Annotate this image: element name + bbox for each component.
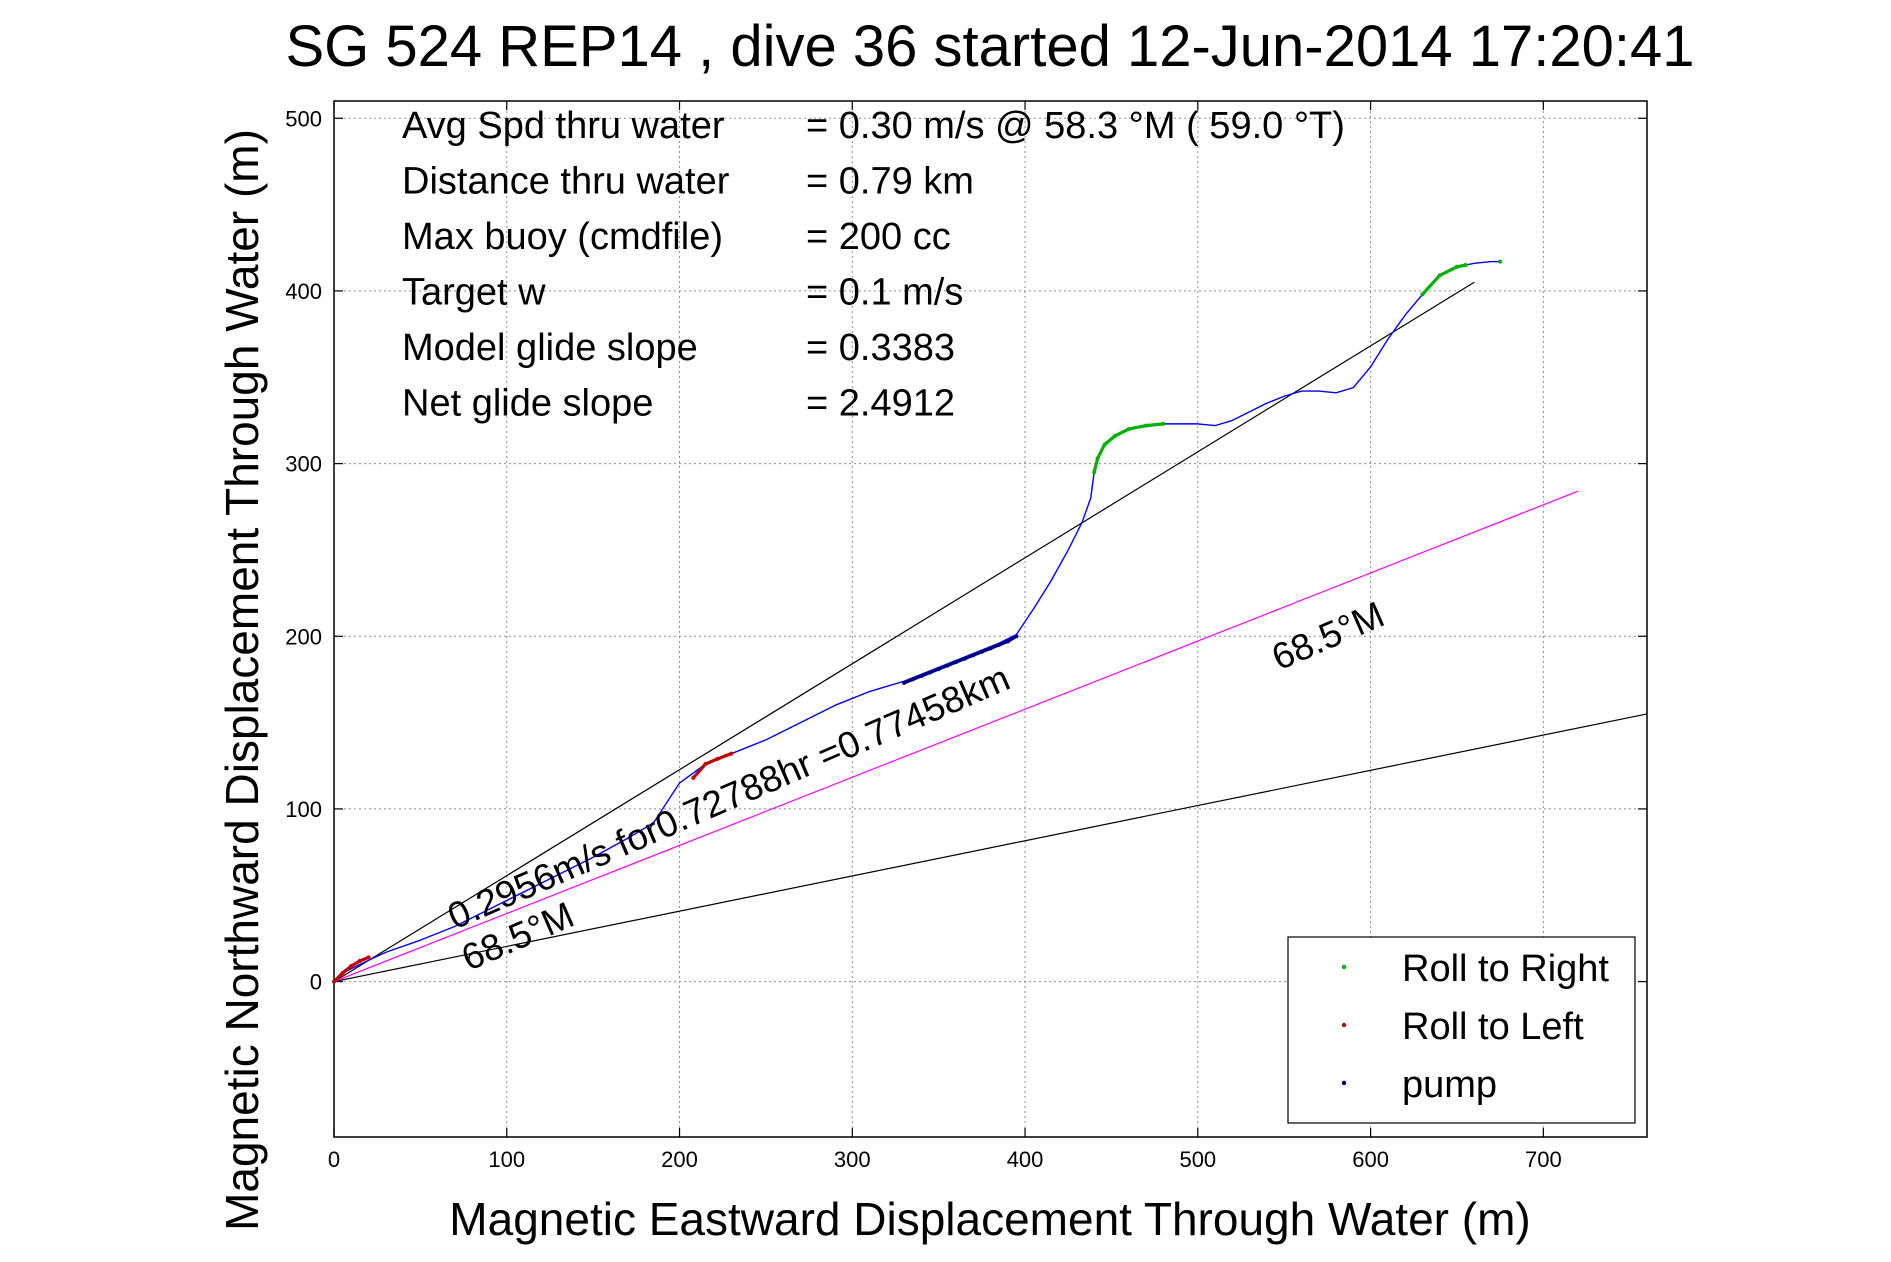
roll-right-point [1454,264,1459,269]
stat-label: Avg Spd thru water [402,105,725,147]
roll-left-point [349,964,354,969]
y-tick-label: 300 [285,452,322,477]
roll-right-point [1437,273,1442,278]
roll-right-point [1463,263,1468,268]
roll-right-point [1161,421,1166,426]
roll-left-point [366,955,371,960]
roll-right-point [1112,433,1117,438]
roll-left-point [357,958,362,963]
axis-ticks: 0 100 200 300 400 500 600 700 0 100 200 300 400 500 [285,101,1647,1172]
stat-label: Net glide slope [402,383,653,425]
pump-point [928,670,933,675]
pump-point [1005,639,1010,644]
y-axis-label: Magnetic Northward Displacement Through … [216,129,268,1231]
x-tick-label: 700 [1525,1147,1562,1172]
x-tick-label: 400 [1007,1147,1044,1172]
event-markers [332,259,1503,984]
x-tick-label: 0 [328,1147,340,1172]
reference-lines [333,281,1648,983]
stat-value: = 0.1 m/s [806,272,963,314]
y-tick-label: 400 [285,279,322,304]
legend-marker [1341,1080,1347,1086]
roll-left-point [703,762,708,767]
x-axis-label: Magnetic Eastward Displacement Through W… [449,1193,1530,1245]
legend-label: pump [1402,1064,1497,1106]
roll-left-point [729,751,734,756]
y-tick-label: 200 [285,624,322,649]
roll-right-segment [1420,263,1468,296]
pump-point [971,653,976,658]
stat-label: Model glide slope [402,327,698,369]
roll-left-point [340,970,345,975]
stat-value: = 200 cc [806,216,951,258]
pump-point [997,642,1002,647]
pump-point [988,646,993,651]
pump-point [910,677,915,682]
pump-point [1014,634,1019,639]
reference-line [333,490,1579,983]
gridlines [333,101,1647,1137]
stat-value: = 0.79 km [806,161,974,203]
stat-label: Max buoy (cmdfile) [402,216,723,258]
legend-marker [1341,1022,1347,1028]
x-tick-label: 200 [661,1147,698,1172]
x-tick-label: 500 [1179,1147,1216,1172]
roll-left-segment [691,752,733,780]
pump-point [919,673,924,678]
stat-label: Distance thru water [402,161,730,203]
roll-left-point [715,756,720,761]
pump-point [945,663,950,668]
legend-items: Roll to Right Roll to Left pump [1341,948,1609,1106]
roll-right-point [1498,259,1503,264]
legend: Roll to Right Roll to Left pump [1287,936,1636,1124]
pump-point [902,680,907,685]
y-tick-label: 0 [310,970,322,995]
roll-right-point [1092,470,1097,475]
pump-point [936,667,941,672]
stat-value: = 2.4912 [806,383,955,425]
stat-value: = 0.30 m/s @ 58.3 °M ( 59.0 °T) [806,105,1345,147]
roll-left-point [691,775,696,780]
axes-frame [333,100,1648,1138]
track-line [333,260,1501,983]
x-tick-label: 600 [1352,1147,1389,1172]
pump-point [953,660,958,665]
legend-label: Roll to Right [1402,948,1609,990]
dive-track [333,260,1501,983]
roll-right-point [1126,427,1131,432]
dive-stats: Avg Spd thru water = 0.30 m/s @ 58.3 °M (… [402,105,1345,425]
x-tick-label: 100 [488,1147,525,1172]
roll-right-point [1102,442,1107,447]
y-tick-label: 500 [285,106,322,131]
roll-right-point [1095,456,1100,461]
stat-label: Target w [402,272,546,314]
x-tick-label: 300 [834,1147,871,1172]
reference-line [333,281,1475,983]
y-tick-label: 100 [285,797,322,822]
pump-point [979,649,984,654]
legend-marker [1341,964,1347,970]
roll-right-point [1143,423,1148,428]
chart-title: SG 524 REP14 , dive 36 started 12-Jun-20… [285,14,1694,79]
pump-point [962,656,967,661]
legend-label: Roll to Left [1402,1006,1584,1048]
roll-right-point [1420,292,1425,297]
roll-left-point [332,979,336,984]
reference-line [333,713,1648,983]
stat-value: = 0.3383 [806,327,955,369]
